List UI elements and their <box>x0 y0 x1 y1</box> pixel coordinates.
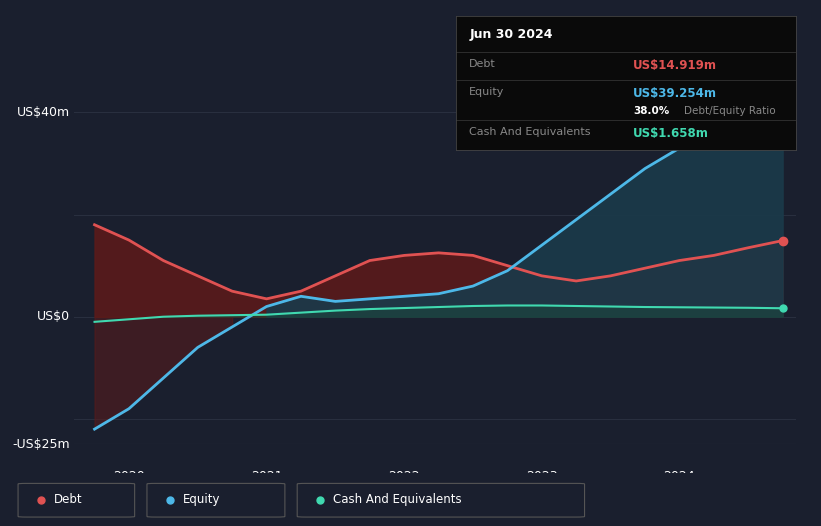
Text: 2022: 2022 <box>388 470 420 482</box>
Text: US$14.919m: US$14.919m <box>633 59 717 72</box>
Text: 38.0%: 38.0% <box>633 106 669 116</box>
Text: 2024: 2024 <box>663 470 695 482</box>
Text: US$0: US$0 <box>37 310 71 323</box>
Text: Equity: Equity <box>183 493 221 506</box>
Text: Debt: Debt <box>54 493 83 506</box>
Text: 2021: 2021 <box>250 470 282 482</box>
Text: Debt/Equity Ratio: Debt/Equity Ratio <box>684 106 776 116</box>
Text: Cash And Equivalents: Cash And Equivalents <box>470 127 591 137</box>
Text: US$39.254m: US$39.254m <box>633 87 717 100</box>
Text: -US$25m: -US$25m <box>12 438 71 451</box>
Text: 2023: 2023 <box>526 470 557 482</box>
Text: US$1.658m: US$1.658m <box>633 127 709 140</box>
Text: Debt: Debt <box>470 59 496 69</box>
Text: Jun 30 2024: Jun 30 2024 <box>470 28 553 41</box>
Text: Equity: Equity <box>470 87 505 97</box>
Text: 2020: 2020 <box>113 470 144 482</box>
Text: Cash And Equivalents: Cash And Equivalents <box>333 493 462 506</box>
Text: US$40m: US$40m <box>17 106 71 119</box>
